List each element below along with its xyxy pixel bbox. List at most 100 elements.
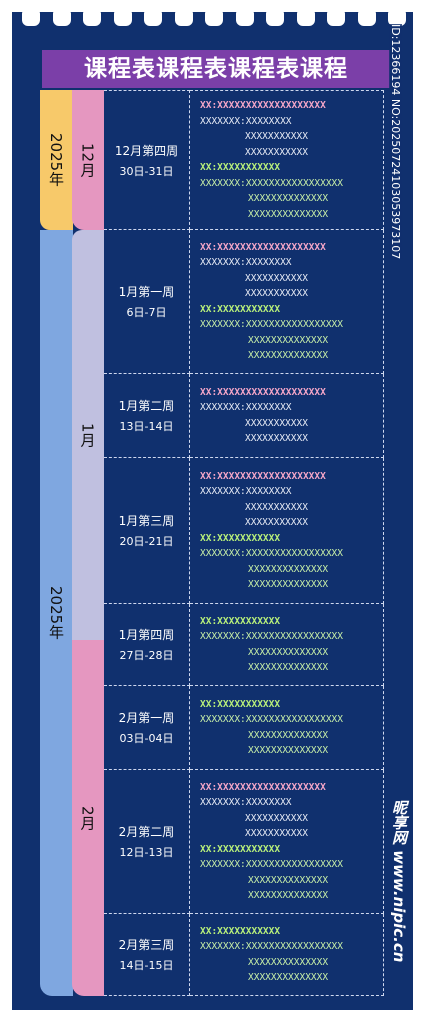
week-label: 2月第一周 (118, 711, 175, 725)
binder-notch (83, 8, 101, 26)
schedule-cell: XX:XXXXXXXXXXXXXXXXXXX XXXXXXX:XXXXXXXX XX… (190, 90, 384, 230)
week-label: 1月第一周 (118, 285, 175, 299)
title-bar: 课程表课程表课程表课程 (42, 50, 390, 88)
schedule-cell: XX:XXXXXXXXXXX XXXXXXX:XXXXXXXXXXXXXXXXX X… (190, 604, 384, 686)
week-label: 1月第四周 (118, 628, 175, 642)
schedule-line: XXXXXXXXXXX (245, 812, 308, 824)
schedule-line: XX:XXXXXXXXXXX (200, 698, 281, 710)
schedule-line: XXXXXXXXXXXXXX (248, 579, 329, 590)
week-cell: 1月第二周 13日-14日 (104, 374, 190, 458)
binder-notch (296, 8, 315, 26)
week-label: 1月第三周 (118, 514, 175, 528)
week-label: 1月第二周 (118, 399, 175, 413)
year-label: 2025年 (47, 586, 65, 640)
binder-notch (52, 8, 71, 26)
schedule-line: XXXXXXXXXXXXXX (248, 350, 329, 361)
schedule-line: XXXXXXXXXXX (245, 828, 308, 839)
week-cell: 1月第一周 6日-7日 (104, 230, 190, 374)
schedule-line: XXXXXXXXXXX (245, 131, 308, 142)
schedule-line: XXXXXXXXXXX (245, 288, 308, 299)
binder-notch (144, 8, 162, 26)
week-cell: 2月第二周 12日-13日 (104, 770, 190, 914)
schedule-line: XXXXXXXXXXXXXX (248, 745, 329, 756)
month-label: 2月 (78, 805, 97, 831)
week-cell: 2月第三周 14日-15日 (104, 914, 190, 996)
schedule-line: XXXXXXX:XXXXXXXXXXXXXXXXX (200, 548, 343, 559)
month-block: 2月 (72, 640, 104, 996)
year-block: 2025年 (40, 230, 73, 996)
week-cell: 2月第一周 03日-04日 (104, 686, 190, 770)
schedule-line: XXXXXXXXXXX (245, 501, 308, 513)
schedule-cell: XX:XXXXXXXXXXXXXXXXXXX XXXXXXX:XXXXXXXX XX… (190, 458, 384, 604)
week-cell: 1月第三周 20日-21日 (104, 458, 190, 604)
schedule-line: XXXXXXXXXXX (245, 417, 308, 429)
schedule-line: XXXXXXX:XXXXXXXX (200, 797, 292, 808)
schedule-line: XXXXXXX:XXXXXXXXXXXXXXXXX (200, 177, 343, 189)
binder-notch (205, 8, 223, 26)
week-dates: 30日-31日 (119, 164, 174, 178)
binder-notch (266, 8, 284, 26)
week-dates: 03日-04日 (119, 732, 174, 745)
watermark-id: ID:12366194 NO:20250724103053973107 (389, 24, 402, 260)
year-block: 2025年 (40, 90, 73, 230)
schedule-line: XXXXXXX:XXXXXXXX (200, 486, 292, 497)
schedule-line: XX:XXXXXXXXXXXXXXXXXXX (200, 100, 326, 111)
schedule-cell: XX:XXXXXXXXXXXXXXXXXXX XXXXXXX:XXXXXXXX XX… (190, 770, 384, 914)
binder-notch (327, 8, 345, 26)
week-label: 12月第四周 (114, 143, 179, 158)
week-cell: 1月第四周 27日-28日 (104, 604, 190, 686)
schedule-line: XX:XXXXXXXXXXX (200, 162, 281, 173)
binder-notch (357, 8, 376, 26)
schedule-cell: XX:XXXXXXXXXXXXXXXXXXX XXXXXXX:XXXXXXXX XX… (190, 230, 384, 374)
schedule-line: XXXXXXX:XXXXXXXX (200, 257, 292, 268)
schedule-line: XXXXXXX:XXXXXXXXXXXXXXXXX (200, 859, 343, 870)
schedule-line: XXXXXXXXXXXXXX (248, 208, 329, 220)
schedule-cell: XX:XXXXXXXXXXX XXXXXXX:XXXXXXXXXXXXXXXXX X… (190, 686, 384, 770)
schedule-line: XXXXXXXXXXXXXX (248, 193, 329, 204)
schedule-line: XXXXXXXXXXXXXX (248, 956, 329, 968)
schedule-line: XX:XXXXXXXXXXX (200, 615, 281, 627)
week-dates: 6日-7日 (126, 306, 167, 319)
month-block: 1月 (72, 230, 104, 640)
schedule-line: XXXXXXX:XXXXXXXX (200, 115, 292, 127)
schedule-line: XXXXXXXXXXX (245, 517, 308, 528)
schedule-line: XX:XXXXXXXXXXX (200, 843, 281, 855)
binder-notch (235, 8, 254, 26)
schedule-line: XX:XXXXXXXXXXXXXXXXXXX (200, 241, 326, 253)
schedule-line: XXXXXXXXXXXXXX (248, 334, 329, 346)
binder-notch (388, 8, 406, 26)
week-dates: 12日-13日 (119, 846, 174, 859)
month-label: 1月 (78, 422, 97, 448)
schedule-line: XX:XXXXXXXXXXX (200, 303, 281, 315)
week-dates: 13日-14日 (119, 420, 174, 433)
schedule-cell: XX:XXXXXXXXXXX XXXXXXX:XXXXXXXXXXXXXXXXX X… (190, 914, 384, 996)
schedule-line: XXXXXXXXXXX (245, 272, 308, 284)
schedule-line: XXXXXXX:XXXXXXXXXXXXXXXXX (200, 631, 343, 642)
schedule-line: XXXXXXX:XXXXXXXXXXXXXXXXX (200, 714, 343, 725)
schedule-line: XXXXXXXXXXXXXX (248, 563, 329, 575)
schedule-line: XX:XXXXXXXXXXXXXXXXXXX (200, 386, 326, 398)
month-label: 12月 (78, 142, 97, 178)
schedule-line: XX:XXXXXXXXXXX (200, 532, 281, 544)
schedule-line: XXXXXXXXXXX (245, 146, 308, 158)
binder-notch (113, 8, 132, 26)
schedule-line: XXXXXXX:XXXXXXXX (200, 402, 292, 413)
schedule-line: XXXXXXXXXXXXXX (248, 890, 329, 901)
year-label: 2025年 (47, 133, 65, 187)
schedule-line: XX:XXXXXXXXXXXXXXXXXXX (200, 781, 326, 793)
week-label: 2月第二周 (118, 825, 175, 839)
week-label: 2月第三周 (118, 938, 175, 952)
schedule-line: XXXXXXX:XXXXXXXXXXXXXXXXX (200, 319, 343, 330)
schedule-line: XXXXXXXXXXXXXX (248, 729, 329, 741)
schedule-line: XXXXXXXXXXXXXX (248, 646, 329, 658)
week-dates: 27日-28日 (119, 649, 174, 662)
schedule-line: XXXXXXXXXXXXXX (248, 874, 329, 886)
week-dates: 14日-15日 (119, 959, 174, 972)
week-dates: 20日-21日 (119, 535, 174, 548)
week-cell: 12月第四周 30日-31日 (104, 90, 190, 230)
schedule-line: XX:XXXXXXXXXXX (200, 925, 281, 937)
schedule-line: XX:XXXXXXXXXXXXXXXXXXX (200, 470, 326, 482)
binder-notch (174, 8, 193, 26)
schedule-cell: XX:XXXXXXXXXXXXXXXXXXX XXXXXXX:XXXXXXXX XX… (190, 374, 384, 458)
